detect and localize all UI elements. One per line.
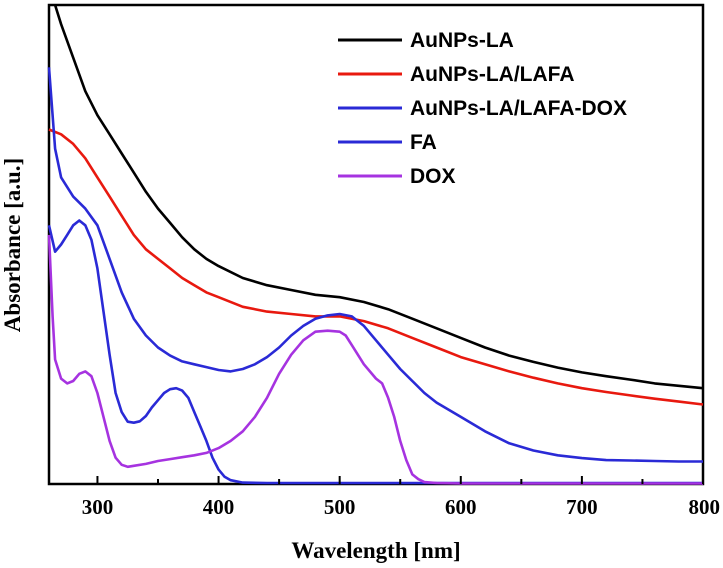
- series-line-1: [53, 4, 704, 390]
- x-axis-title: Wavelength [nm]: [291, 538, 460, 563]
- legend-label-5: DOX: [410, 165, 456, 188]
- legend-label-3: AuNPs-LA/LAFA-DOX: [410, 97, 627, 120]
- series-line-5: [47, 234, 703, 485]
- legend: AuNPs-LA AuNPs-LA/LAFA AuNPs-LA/LAFA-DOX FA…: [338, 29, 627, 188]
- x-axis-ticks: 300 400 500 600 700 800: [82, 476, 720, 519]
- data-curves: [47, 4, 704, 485]
- x-tick-label: 800: [689, 495, 721, 519]
- series-line-4: [47, 219, 703, 485]
- x-tick-label: 600: [445, 495, 477, 519]
- series-line-2: [48, 128, 704, 406]
- x-tick-label: 500: [324, 495, 356, 519]
- legend-label-2: AuNPs-LA/LAFA: [410, 63, 575, 86]
- legend-label-1: AuNPs-LA: [410, 29, 514, 52]
- x-tick-label: 400: [203, 495, 235, 519]
- x-tick-label: 700: [566, 495, 598, 519]
- legend-label-4: FA: [410, 131, 437, 154]
- x-tick-label: 300: [82, 495, 114, 519]
- y-axis-title: Absorbance [a.u.]: [0, 158, 25, 332]
- series-line-3: [47, 67, 703, 463]
